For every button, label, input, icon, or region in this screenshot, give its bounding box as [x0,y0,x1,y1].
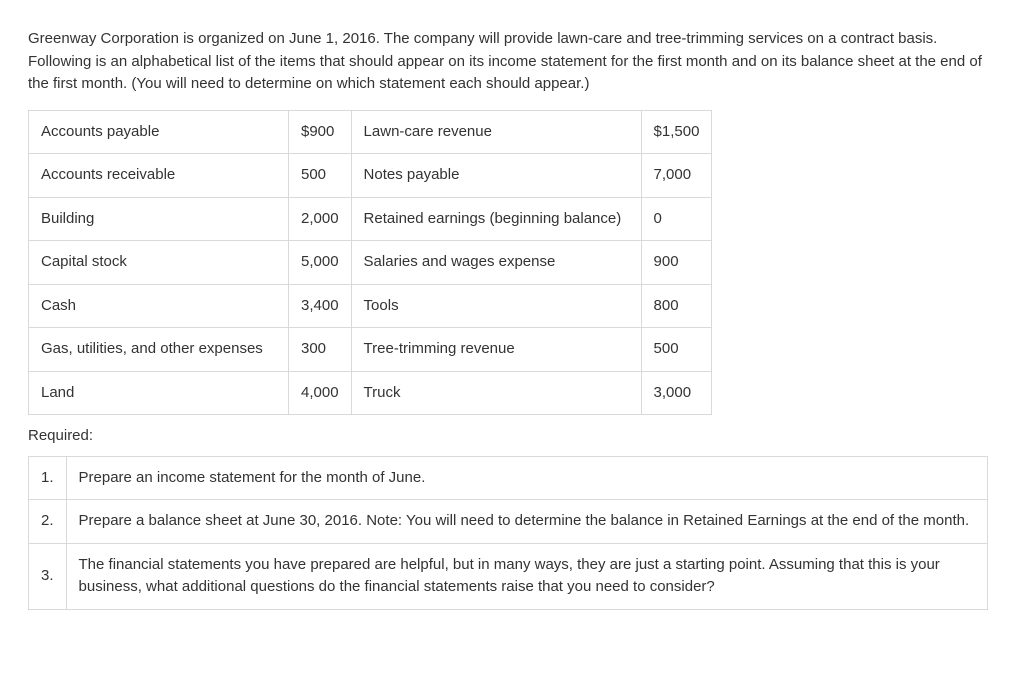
account-value: 7,000 [641,154,712,198]
account-label: Gas, utilities, and other expenses [29,328,289,372]
account-value: 4,000 [289,371,352,415]
account-value: 900 [641,241,712,285]
account-value: 3,000 [641,371,712,415]
table-row: Gas, utilities, and other expenses 300 T… [29,328,712,372]
account-value: 5,000 [289,241,352,285]
table-row: Accounts payable $900 Lawn-care revenue … [29,110,712,154]
required-heading: Required: [28,425,988,448]
account-value: $900 [289,110,352,154]
account-label: Capital stock [29,241,289,285]
requirement-number: 3. [29,543,67,609]
account-label: Building [29,197,289,241]
table-row: Land 4,000 Truck 3,000 [29,371,712,415]
intro-paragraph: Greenway Corporation is organized on Jun… [28,28,988,96]
table-row: Building 2,000 Retained earnings (beginn… [29,197,712,241]
table-row: 2. Prepare a balance sheet at June 30, 2… [29,500,988,544]
account-value: $1,500 [641,110,712,154]
account-value: 500 [289,154,352,198]
account-value: 2,000 [289,197,352,241]
account-value: 300 [289,328,352,372]
table-row: 1. Prepare an income statement for the m… [29,456,988,500]
account-value: 500 [641,328,712,372]
table-row: Capital stock 5,000 Salaries and wages e… [29,241,712,285]
requirement-text: Prepare a balance sheet at June 30, 2016… [66,500,987,544]
table-row: Accounts receivable 500 Notes payable 7,… [29,154,712,198]
account-label: Truck [351,371,641,415]
account-label: Tree-trimming revenue [351,328,641,372]
required-table: 1. Prepare an income statement for the m… [28,456,988,610]
account-label: Accounts receivable [29,154,289,198]
account-value: 800 [641,284,712,328]
requirement-number: 1. [29,456,67,500]
requirement-number: 2. [29,500,67,544]
account-label: Lawn-care revenue [351,110,641,154]
requirement-text: The financial statements you have prepar… [66,543,987,609]
account-value: 0 [641,197,712,241]
accounts-table: Accounts payable $900 Lawn-care revenue … [28,110,712,416]
table-row: Cash 3,400 Tools 800 [29,284,712,328]
account-label: Accounts payable [29,110,289,154]
account-value: 3,400 [289,284,352,328]
table-row: 3. The financial statements you have pre… [29,543,988,609]
account-label: Cash [29,284,289,328]
account-label: Retained earnings (beginning balance) [351,197,641,241]
account-label: Notes payable [351,154,641,198]
account-label: Salaries and wages expense [351,241,641,285]
requirement-text: Prepare an income statement for the mont… [66,456,987,500]
account-label: Tools [351,284,641,328]
account-label: Land [29,371,289,415]
